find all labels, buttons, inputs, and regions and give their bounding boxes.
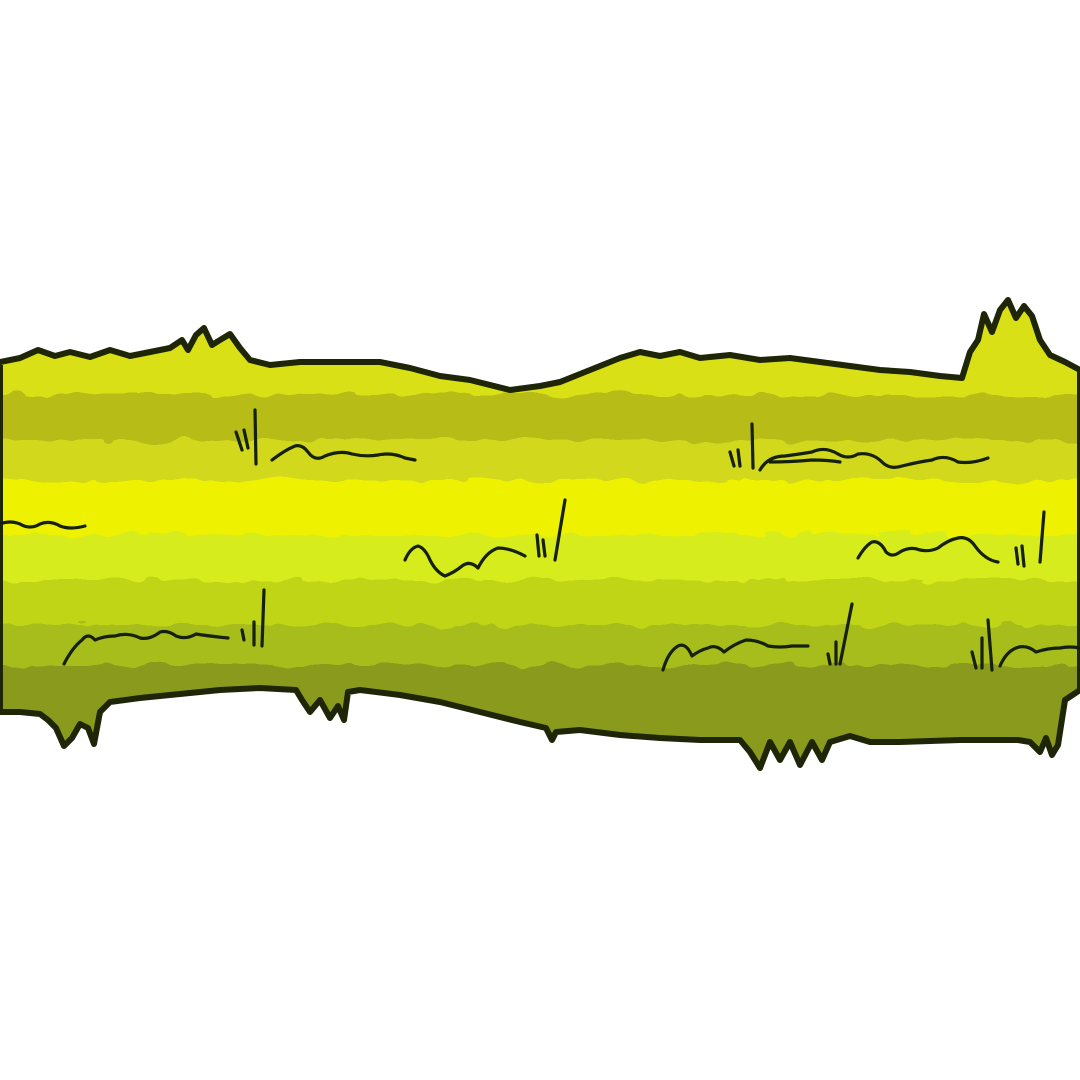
grass-tuft-icon	[970, 618, 994, 672]
grass-tuft-icon	[826, 602, 854, 666]
grass-ground-tile	[0, 297, 1080, 771]
grass-wave	[403, 544, 527, 578]
grass-tuft-icon	[728, 422, 755, 470]
grass-tuft-icon	[535, 498, 567, 562]
grass-wave	[0, 520, 87, 530]
grass-wave	[998, 645, 1080, 668]
tile-edge	[0, 297, 1080, 771]
grass-tuft-icon	[234, 408, 258, 466]
shadow-band	[0, 665, 1080, 768]
grass-tuft-icon	[240, 588, 266, 648]
grass-strokes	[0, 408, 1080, 672]
grass-wave	[758, 447, 990, 472]
grass-wave	[768, 458, 842, 464]
grass-wave	[856, 536, 1000, 564]
grass-wave	[661, 638, 810, 672]
tile-fill	[0, 300, 1080, 768]
grass-wave	[62, 629, 230, 666]
grass-wave	[270, 444, 417, 462]
grass-tuft-icon	[1014, 510, 1046, 568]
